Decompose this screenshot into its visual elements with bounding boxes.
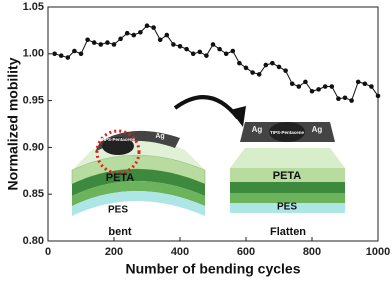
y-tick-label: 1.05 [23,1,44,13]
y-tick-label: 0.90 [23,141,44,153]
annotation: PES [108,205,128,216]
data-point [309,88,315,94]
data-point [210,42,216,47]
data-point [316,87,321,92]
data-point [276,64,282,70]
x-tick-label: 800 [303,246,321,258]
x-tick-label: 200 [105,246,123,258]
data-point [197,49,203,55]
x-axis-label: Number of bending cycles [125,261,300,277]
data-point [171,42,176,47]
data-point [65,55,71,60]
data-point [177,44,183,49]
data-point [52,51,57,57]
data-point [283,68,288,73]
arrow-head [230,106,246,127]
annotation: PES [277,202,297,213]
y-axis-label: Normalized mobility [5,57,21,190]
data-point [111,42,117,47]
data-point [138,29,143,35]
data-point [58,53,64,58]
x-tick-label: 400 [171,246,189,258]
data-point [157,37,163,43]
data-point [237,60,242,66]
data-point [375,93,381,99]
annotation: Ag [155,133,164,140]
inset-bent [71,129,206,216]
data-point [78,51,84,57]
data-point [336,96,341,102]
x-tick-label: 0 [45,246,51,258]
y-tick-label: 0.80 [23,235,44,247]
annotation: PETA [106,172,135,184]
plot-frame [47,6,379,242]
data-point [98,42,104,47]
annotation: PETA [273,170,302,182]
data-point [342,95,348,101]
data-point [362,81,368,87]
data-point [355,79,361,85]
data-point [204,53,209,58]
data-point [131,32,137,38]
data-point [289,81,295,87]
y-tick-label: 0.95 [23,95,44,107]
data-point [118,36,123,42]
data-point [250,70,255,75]
data-point [243,65,249,71]
annotation: TIPS-Pentacene [270,130,305,135]
data-point [270,60,275,66]
data-point [91,40,97,45]
data-point [144,23,150,29]
annotation: bent [108,226,132,238]
y-tick-label: 1.00 [23,48,44,60]
series-line [54,25,379,102]
inset-flat [230,122,345,213]
y-tick-label: 0.85 [23,188,44,200]
annotation: Flatten [270,226,306,238]
data-point [223,51,229,57]
annotation: Ag [312,125,323,134]
data-point [256,72,262,77]
data-point [303,79,308,85]
data-point [230,48,236,54]
data-point [164,32,170,38]
data-point [105,40,110,45]
data-point [296,84,302,89]
data-point [329,84,335,89]
data-point [349,98,354,103]
x-tick-label: 1000 [366,246,390,258]
data-point [124,30,130,36]
data-point [184,46,189,52]
data-point [369,84,374,89]
annotation: Ag [252,125,263,134]
data-point [85,37,90,43]
data-point [263,62,269,68]
data-point [151,25,156,30]
x-tick-label: 600 [237,246,255,258]
data-point [190,51,196,57]
data-point [217,46,222,52]
data-point [72,48,77,54]
data-point [322,84,328,89]
annotation: TIPS-Pentacene [101,137,136,142]
arrow [173,95,240,120]
